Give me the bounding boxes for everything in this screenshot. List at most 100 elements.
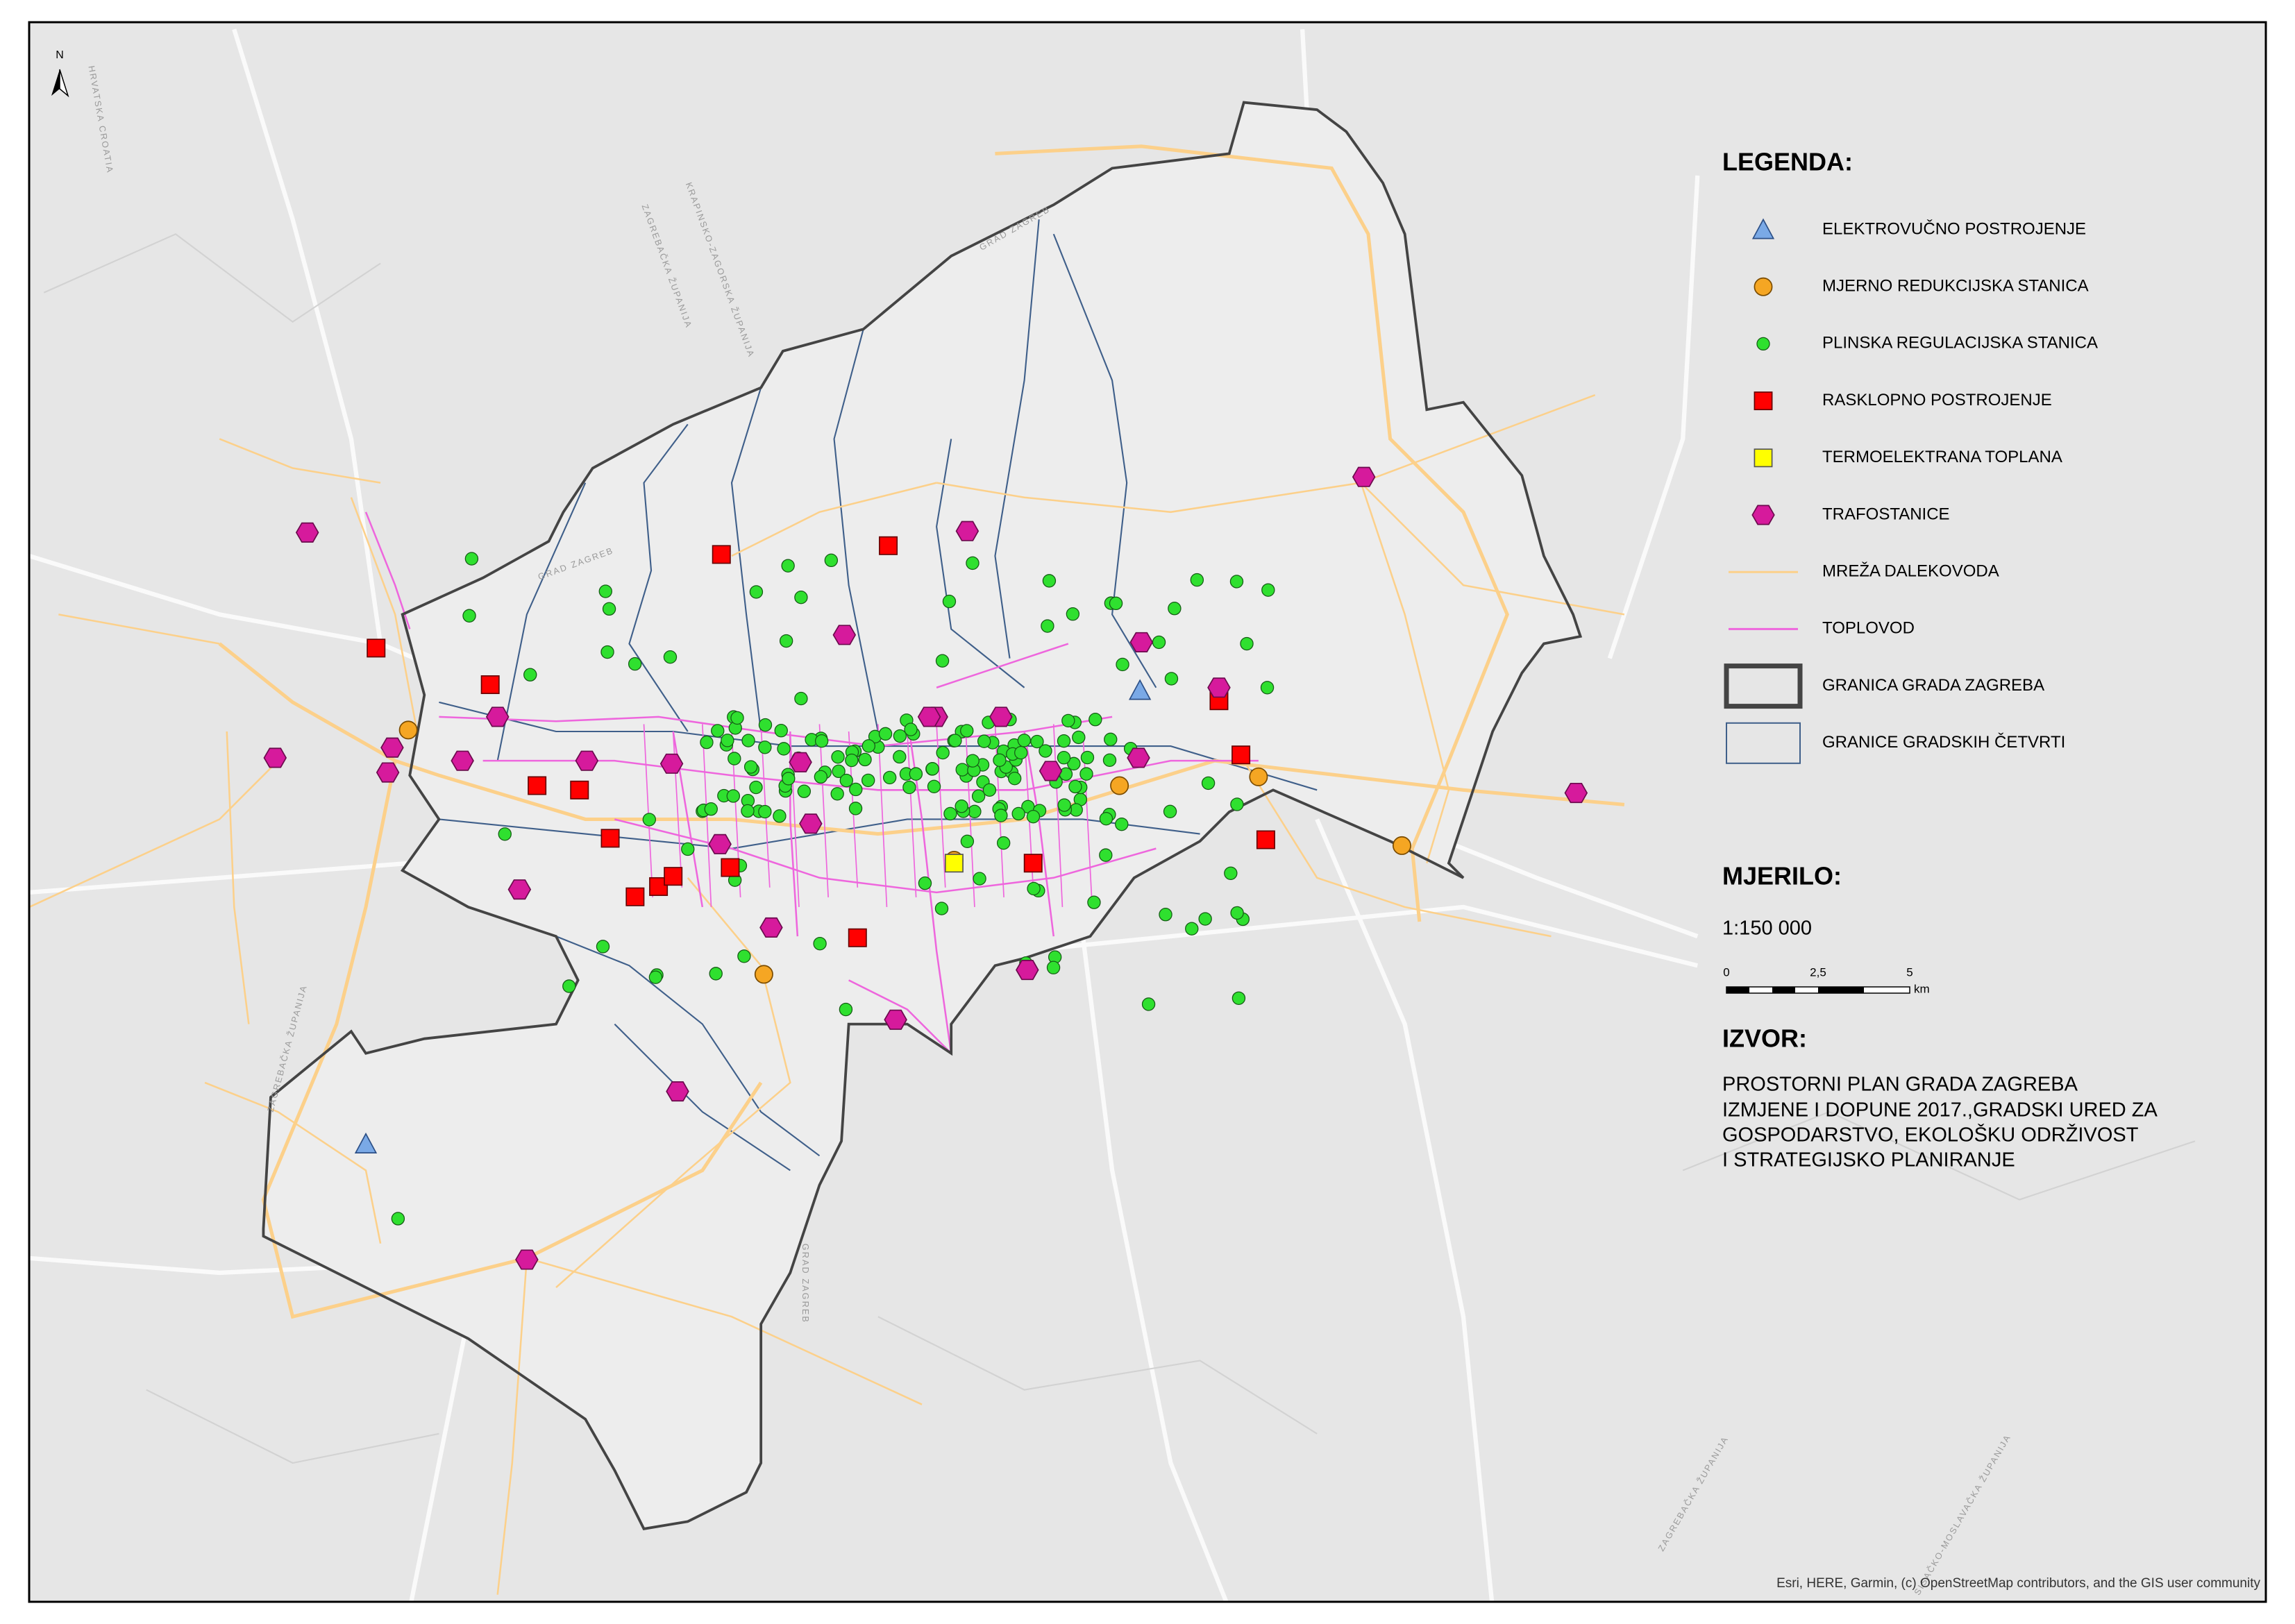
gas-station <box>966 754 980 768</box>
gas-station <box>1014 745 1028 760</box>
gas-station <box>1066 607 1080 621</box>
road <box>232 28 383 644</box>
substation-traction <box>1751 218 1775 239</box>
map-frame <box>28 21 2267 1603</box>
gas-station <box>893 729 907 743</box>
gas-station <box>741 804 755 818</box>
district-boundary <box>833 329 879 732</box>
gas-station <box>1042 574 1057 588</box>
gas-station <box>814 770 828 784</box>
transformer-station <box>989 707 1013 727</box>
gas-station <box>904 722 918 736</box>
legend-label: GRANICA GRADA ZAGREBA <box>1822 676 2044 695</box>
gas-station <box>1163 804 1177 819</box>
switching-station <box>649 877 669 896</box>
gas-station <box>628 657 642 671</box>
power-line <box>261 760 763 1319</box>
gas-station <box>902 780 916 795</box>
gas-station <box>996 836 1011 850</box>
north-label: N <box>56 49 64 61</box>
legend-label: PLINSKA REGULACIJSKA STANICA <box>1822 334 2098 353</box>
transformer-station <box>1352 466 1376 487</box>
transformer-station <box>1127 747 1150 768</box>
gas-station <box>1116 657 1129 672</box>
gas-station <box>1041 619 1054 633</box>
gas-station <box>758 718 773 732</box>
switching-station <box>1023 854 1043 873</box>
gas-station <box>934 902 949 915</box>
metering-station <box>754 965 773 984</box>
district-boundary <box>496 482 587 761</box>
gas-station <box>824 553 839 568</box>
gas-station <box>681 842 695 856</box>
gas-station <box>858 752 872 767</box>
heat-pipeline <box>1052 724 1064 908</box>
gas-station <box>966 556 980 570</box>
transformer-station <box>263 747 287 768</box>
attribution: Esri, HERE, Garmin, (c) OpenStreetMap co… <box>1776 1576 2260 1591</box>
gas-station <box>1027 881 1041 896</box>
gas-station <box>737 949 751 963</box>
gas-station <box>663 650 678 664</box>
legend-label: MREŽA DALEKOVODA <box>1822 562 1999 581</box>
gas-station <box>1007 771 1022 786</box>
legend-label: TOPLOVOD <box>1822 619 1915 638</box>
gas-station <box>602 602 616 616</box>
legend-label: GRANICE GRADSKIH ČETVRTI <box>1822 732 2065 752</box>
gas-station <box>849 782 863 797</box>
transformer-station <box>295 522 319 543</box>
transformer-station <box>1751 505 1775 525</box>
gas-station <box>1102 753 1117 768</box>
gas-station <box>948 734 962 747</box>
gas-station <box>743 760 758 774</box>
scale-tick: 0 <box>1723 965 1729 979</box>
scale-bar <box>1726 986 1910 994</box>
road <box>1080 936 1229 1602</box>
thermal-plant <box>1754 448 1773 468</box>
terrain-line <box>877 1316 1318 1435</box>
gas-station <box>909 767 923 781</box>
gas-station <box>700 735 714 750</box>
gas-station <box>882 770 897 785</box>
gas-station <box>749 585 764 599</box>
heat-pipeline <box>482 759 1259 791</box>
legend-label: RASKLOPNO POSTROJENJE <box>1822 391 2052 409</box>
district-boundary <box>730 387 762 732</box>
gas-station <box>1046 961 1061 974</box>
power-line <box>204 1081 382 1244</box>
gas-station <box>845 753 859 768</box>
gas-station <box>749 780 763 795</box>
gas-station <box>955 800 968 813</box>
district-boundary <box>994 219 1040 659</box>
gas-station <box>942 594 957 609</box>
gas-station <box>1109 596 1123 611</box>
gas-station <box>1099 848 1113 862</box>
district-boundary <box>614 1023 791 1172</box>
power-line <box>29 760 279 908</box>
transformer-station <box>1564 782 1588 804</box>
legend-label: TERMOELEKTRANA TOPLANA <box>1822 448 2062 466</box>
transformer-station <box>666 1081 689 1102</box>
terrain-line <box>146 1389 439 1464</box>
substation-traction <box>1128 679 1152 700</box>
heat-pipeline <box>848 979 952 1054</box>
metering-station <box>1249 767 1268 786</box>
gas-station <box>1240 636 1254 651</box>
power-line <box>1360 482 1625 616</box>
scale-title: MJERILO: <box>1722 862 1842 890</box>
gas-station <box>1072 730 1086 745</box>
gas-station <box>1088 713 1102 727</box>
gas-station <box>498 827 512 841</box>
gas-station <box>794 691 808 706</box>
gas-station <box>1159 908 1172 922</box>
thermal-plant <box>944 854 964 873</box>
power-line <box>226 731 250 1024</box>
switching-station <box>712 545 731 564</box>
switching-station <box>528 776 547 795</box>
metering-station <box>398 720 418 740</box>
switching-station <box>625 887 645 906</box>
gas-station <box>596 940 610 954</box>
source-line: PROSTORNI PLAN GRADA ZAGREBA <box>1722 1074 2078 1096</box>
gas-station <box>704 802 718 816</box>
gas-station <box>1261 583 1275 597</box>
